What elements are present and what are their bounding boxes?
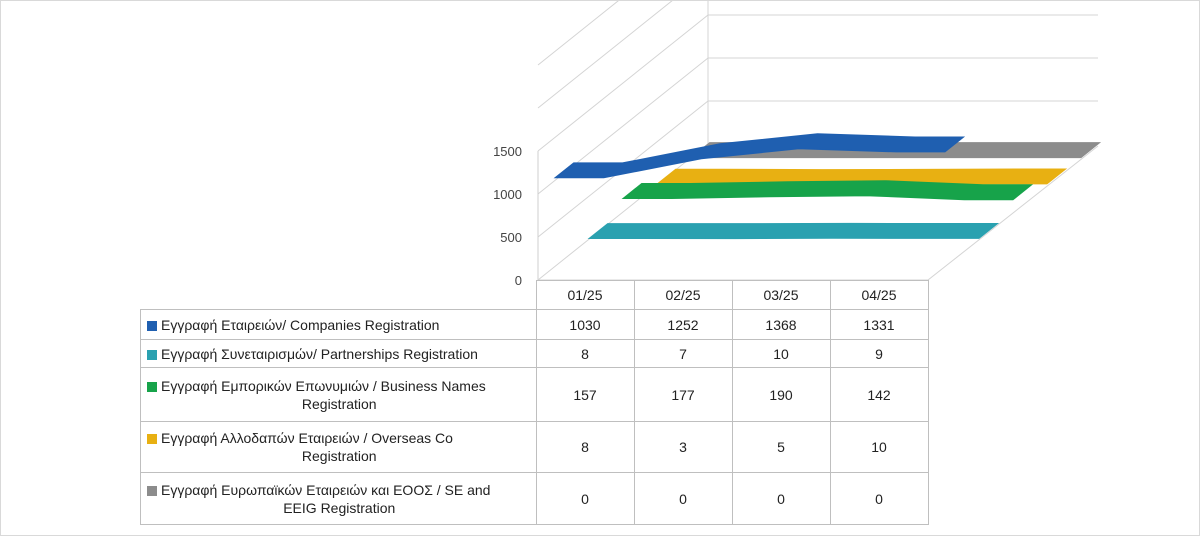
table-row: Εγγραφή Συνεταιρισμών/ Partnerships Regi… [140, 339, 929, 368]
table-row: Εγγραφή Εταιρειών/ Companies Registratio… [140, 309, 929, 340]
grid-line-side [537, 1, 619, 66]
y-tick-label: 1000 [493, 187, 522, 202]
legend-entry: Εγγραφή Εταιρειών/ Companies Registratio… [140, 309, 537, 340]
series-label: Εγγραφή Αλλοδαπών Εταιρειών / Overseas C… [161, 430, 453, 446]
data-value-cell: 0 [535, 472, 635, 525]
data-value-cell: 3 [633, 421, 733, 473]
series-label: Εγγραφή Εμπορικών Επωνυμιών / Business N… [161, 377, 486, 394]
series-ribbon [587, 222, 1000, 240]
legend-swatch [147, 434, 157, 444]
data-value-cell: 157 [535, 367, 635, 422]
legend-swatch [147, 485, 157, 496]
data-value-cell: 1030 [535, 309, 635, 340]
data-value-cell: 0 [829, 472, 929, 525]
table-row: Εγγραφή Ευρωπαϊκών Εταιρειών και ΕΟΟΣ / … [140, 472, 929, 525]
series-label: Εγγραφή Συνεταιρισμών/ Partnerships Regi… [161, 345, 478, 362]
x-tick-label: 04/25 [829, 280, 929, 310]
data-value-cell: 0 [731, 472, 831, 525]
x-tick-label: 01/25 [535, 280, 635, 310]
table-row: Εγγραφή Αλλοδαπών Εταιρειών / Overseas C… [140, 421, 929, 473]
data-value-cell: 7 [633, 339, 733, 368]
data-value-cell: 1252 [633, 309, 733, 340]
legend-swatch [147, 349, 157, 360]
data-value-cell: 0 [633, 472, 733, 525]
y-tick-label: 500 [500, 230, 522, 245]
series-label: Εγγραφή Εταιρειών/ Companies Registratio… [161, 316, 440, 333]
table-row: Εγγραφή Εμπορικών Επωνυμιών / Business N… [140, 367, 929, 422]
table-corner [140, 280, 537, 310]
data-value-cell: 8 [535, 421, 635, 473]
series-ribbon [553, 133, 966, 179]
data-value-cell: 10 [829, 421, 929, 473]
data-value-cell: 142 [829, 367, 929, 422]
legend-swatch [147, 320, 157, 331]
data-value-cell: 1331 [829, 309, 929, 340]
data-value-cell: 8 [535, 339, 635, 368]
grid-line-side [537, 14, 709, 152]
x-tick-label: 03/25 [731, 280, 831, 310]
series-label-continued: Registration [301, 448, 377, 464]
data-value-cell: 1368 [731, 309, 831, 340]
grid-line-side [537, 1, 673, 109]
legend-entry: Εγγραφή Συνεταιρισμών/ Partnerships Regi… [140, 339, 537, 368]
data-value-cell: 10 [731, 339, 831, 368]
data-value-cell: 9 [829, 339, 929, 368]
series-label: Εγγραφή Ευρωπαϊκών Εταιρειών και ΕΟΟΣ / … [161, 481, 491, 498]
series-label-continued: Registration [301, 395, 377, 412]
series-label-continued: EEIG Registration [283, 499, 396, 516]
data-value-cell: 190 [731, 367, 831, 422]
legend-entry: Εγγραφή Εμπορικών Επωνυμιών / Business N… [140, 367, 537, 422]
data-value-cell: 177 [633, 367, 733, 422]
series-ribbon [621, 180, 1034, 201]
legend-entry: Εγγραφή Ευρωπαϊκών Εταιρειών και ΕΟΟΣ / … [140, 472, 537, 525]
legend-entry: Εγγραφή Αλλοδαπών Εταιρειών / Overseas C… [140, 421, 537, 473]
legend-swatch [147, 381, 157, 392]
x-tick-label: 02/25 [633, 280, 733, 310]
y-tick-label: 1500 [493, 144, 522, 159]
data-value-cell: 5 [731, 421, 831, 473]
grid-line-side [537, 143, 709, 281]
data-table: 01/25 02/25 03/25 04/25 Εγγραφή Εταιρειών/ C… [140, 280, 929, 525]
